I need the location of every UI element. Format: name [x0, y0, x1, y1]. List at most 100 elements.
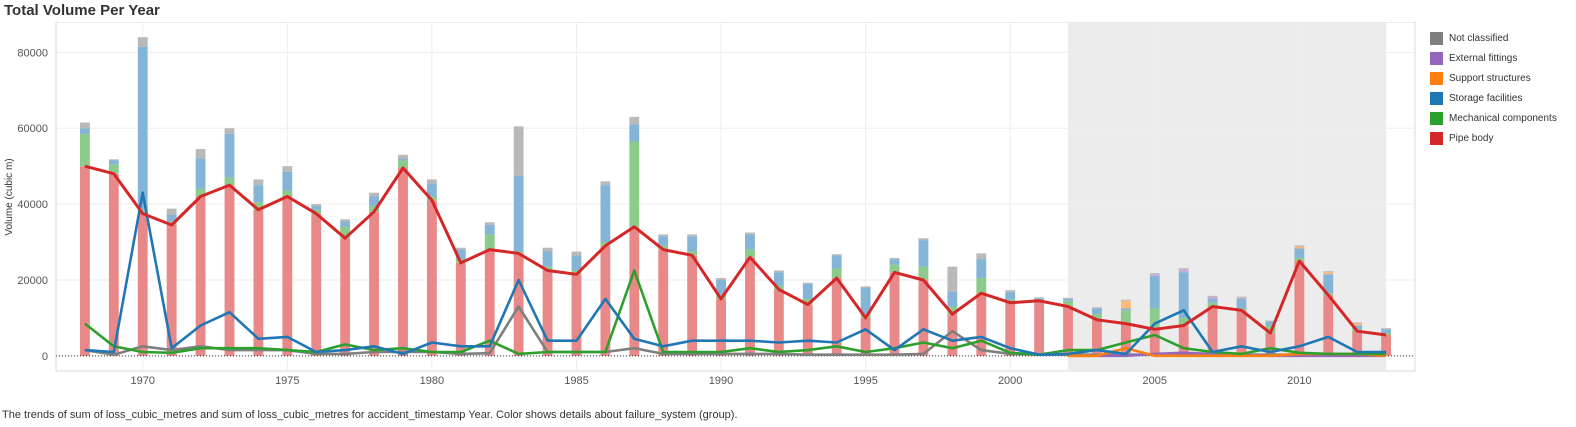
highlight-band [1068, 23, 1387, 371]
bar-pipe-body [398, 168, 408, 356]
bar-not-classified [1178, 268, 1189, 270]
legend-swatch [1430, 71, 1443, 85]
bar-storage-facilities [311, 205, 322, 210]
bar-pipe-body [658, 249, 669, 356]
legend-item[interactable]: Mechanical components [1430, 108, 1572, 128]
bar-mechanical-components [369, 205, 379, 212]
bar-storage-facilities [137, 46, 148, 210]
bar-mechanical-components [687, 251, 698, 256]
legend-item[interactable]: Storage facilities [1430, 88, 1572, 108]
bar-storage-facilities [947, 291, 958, 307]
legend-item[interactable]: External fittings [1430, 48, 1572, 68]
bar-pipe-body [773, 289, 784, 356]
bar-not-classified [745, 232, 755, 235]
bar-pipe-body [1236, 310, 1247, 356]
bar-not-classified [831, 254, 842, 256]
bar-pipe-body [195, 196, 206, 356]
series-line-pipe-body [84, 164, 1387, 337]
bar-pipe-body [108, 173, 119, 356]
bar-pipe-body [976, 293, 987, 356]
bar-storage-facilities [542, 251, 553, 267]
bar-external-fittings [1178, 269, 1189, 273]
bar-not-classified [253, 179, 264, 186]
bar-pipe-body [1092, 319, 1102, 356]
bar-pipe-body [831, 278, 842, 356]
chart-caption: The trends of sum of loss_cubic_metres a… [2, 409, 738, 421]
bar-storage-facilities [398, 158, 408, 161]
bar-mechanical-components [831, 268, 842, 279]
bar-not-classified [282, 166, 293, 172]
bar-storage-facilities [1294, 248, 1305, 258]
bar-pipe-body [542, 270, 553, 356]
y-tick-label: 20000 [17, 275, 48, 287]
bar-pipe-body [1323, 295, 1334, 356]
bar-pipe-body [1120, 323, 1131, 356]
legend-item[interactable]: Pipe body [1430, 128, 1572, 148]
bar-storage-facilities [79, 128, 90, 134]
bar-mechanical-components [311, 209, 322, 214]
bar-mechanical-components [1207, 302, 1218, 307]
bar-storage-facilities [1034, 298, 1045, 300]
chart-area: 0 20000 40000 60000 80000 1970 1975 1980 1985 199… [0, 22, 1420, 390]
bar-storage-facilities [1063, 298, 1073, 301]
bar-pipe-body [484, 249, 495, 356]
bar-storage-facilities [1381, 329, 1392, 334]
bar-storage-facilities [513, 175, 524, 252]
bar-mechanical-components [802, 298, 813, 305]
bar-mechanical-components [1294, 257, 1305, 261]
bar-mechanical-components [918, 266, 929, 280]
bar-pipe-body [311, 213, 322, 356]
bar-storage-facilities [600, 185, 611, 243]
legend-label: Support structures [1449, 72, 1531, 84]
legend-item[interactable]: Support structures [1430, 68, 1572, 88]
bar-pipe-body [224, 185, 235, 356]
bar-not-classified [1120, 299, 1131, 301]
bar-pipe-body [1034, 300, 1045, 356]
y-tick-label: 80000 [17, 47, 48, 59]
bar-mechanical-components [889, 264, 900, 273]
bar-mechanical-components [1063, 300, 1073, 307]
legend-swatch [1430, 31, 1443, 45]
bar-not-classified [1236, 296, 1247, 298]
bar-pipe-body [166, 224, 177, 356]
bar-not-classified [369, 192, 379, 197]
bar-mechanical-components [253, 202, 264, 210]
bar-not-classified [398, 154, 408, 159]
bar-storage-facilities [1352, 325, 1363, 330]
bar-support-structures [1294, 246, 1305, 249]
bar-mechanical-components [600, 242, 611, 246]
bar-not-classified [860, 286, 871, 288]
y-axis-title: Volume (cubic m) [4, 158, 15, 235]
bar-mechanical-components [282, 190, 293, 197]
bar-not-classified [108, 159, 119, 161]
bar-not-classified [1323, 271, 1334, 273]
x-tick-label: 1970 [131, 375, 155, 387]
legend-item[interactable]: Not classified [1430, 28, 1572, 48]
series-line-mechanical-components [84, 269, 1387, 357]
bar-storage-facilities [282, 171, 293, 191]
bar-storage-facilities [426, 183, 437, 197]
bar-not-classified [1265, 320, 1276, 322]
bar-not-classified [658, 234, 669, 237]
bar-not-classified [889, 257, 900, 260]
bar-pipe-body [745, 257, 755, 356]
bar-not-classified [513, 126, 524, 176]
x-tick-label: 1990 [709, 375, 733, 387]
bar-storage-facilities [658, 236, 669, 246]
y-tick-label: 0 [42, 351, 48, 363]
bar-storage-facilities [687, 236, 698, 252]
bar-storage-facilities [716, 279, 726, 296]
legend-label: Not classified [1449, 32, 1509, 44]
bar-not-classified [166, 208, 177, 215]
bar-mechanical-components [1149, 308, 1160, 330]
bar-not-classified [918, 238, 929, 241]
bar-pipe-body [253, 209, 264, 356]
bar-support-structures [1323, 272, 1334, 275]
bar-pipe-body [947, 314, 958, 356]
bar-mechanical-components [484, 234, 495, 250]
bar-not-classified [1005, 290, 1016, 293]
bar-pipe-body [1265, 333, 1276, 356]
bar-support-structures [1120, 300, 1131, 309]
bar-external-fittings [1207, 297, 1218, 299]
bar-mechanical-components [340, 226, 351, 239]
